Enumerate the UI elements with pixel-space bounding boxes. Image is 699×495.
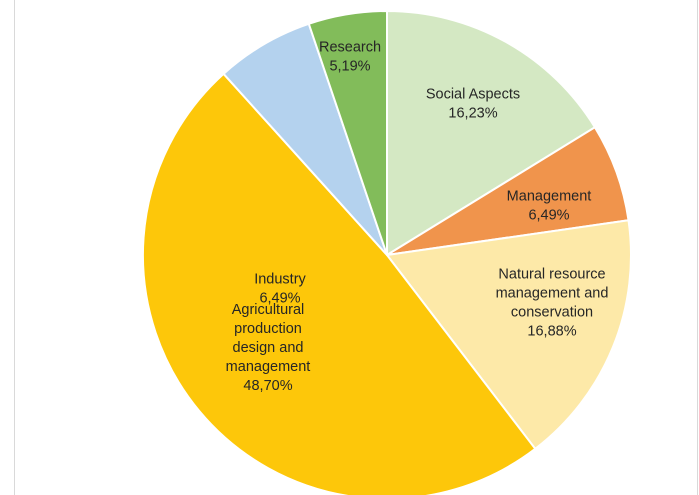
data-label-line: 6,49% xyxy=(528,208,569,224)
data-label-line: Social Aspects xyxy=(426,87,520,103)
data-label-line: Natural resource xyxy=(498,267,605,283)
data-label-management: Management 6,49% xyxy=(507,189,592,224)
data-label-line: 5,19% xyxy=(329,59,370,75)
data-label-social-aspects: Social Aspects 16,23% xyxy=(426,87,520,122)
data-label-line: 48,70% xyxy=(243,378,292,394)
data-label-line: conservation xyxy=(511,305,593,321)
data-label-line: 16,23% xyxy=(448,106,497,122)
pie-slice-agricultural-production-design-and-management xyxy=(141,72,537,495)
data-label-line: Research xyxy=(319,40,381,56)
pie-slices xyxy=(141,10,632,495)
data-label-line: production xyxy=(234,321,302,337)
data-label-line: 16,88% xyxy=(527,324,576,340)
data-label-line: management xyxy=(226,359,311,375)
data-label-research: Research 5,19% xyxy=(319,40,381,75)
data-label-agricultural-production-design-and-management: Agricultural production design and manageme… xyxy=(226,302,311,394)
data-label-line: Agricultural xyxy=(232,302,305,318)
pie-slice-research xyxy=(307,10,388,256)
pie-slice-natural-resource-management-and-conservation xyxy=(386,219,632,450)
data-label-natural-resource-management-and-conservation: Natural resource management and conservati… xyxy=(496,267,609,340)
pie-slice-social-aspects xyxy=(386,10,596,256)
data-label-line: management and xyxy=(496,286,609,302)
data-label-line: design and xyxy=(233,340,304,356)
data-label-line: 6,49% xyxy=(259,291,300,307)
data-label-line: Management xyxy=(507,189,592,205)
data-label-industry: Industry 6,49% xyxy=(254,272,306,307)
pie-labels: Social Aspects 16,23% Management 6,49% Natur… xyxy=(226,40,609,395)
data-label-line: Industry xyxy=(254,272,306,288)
